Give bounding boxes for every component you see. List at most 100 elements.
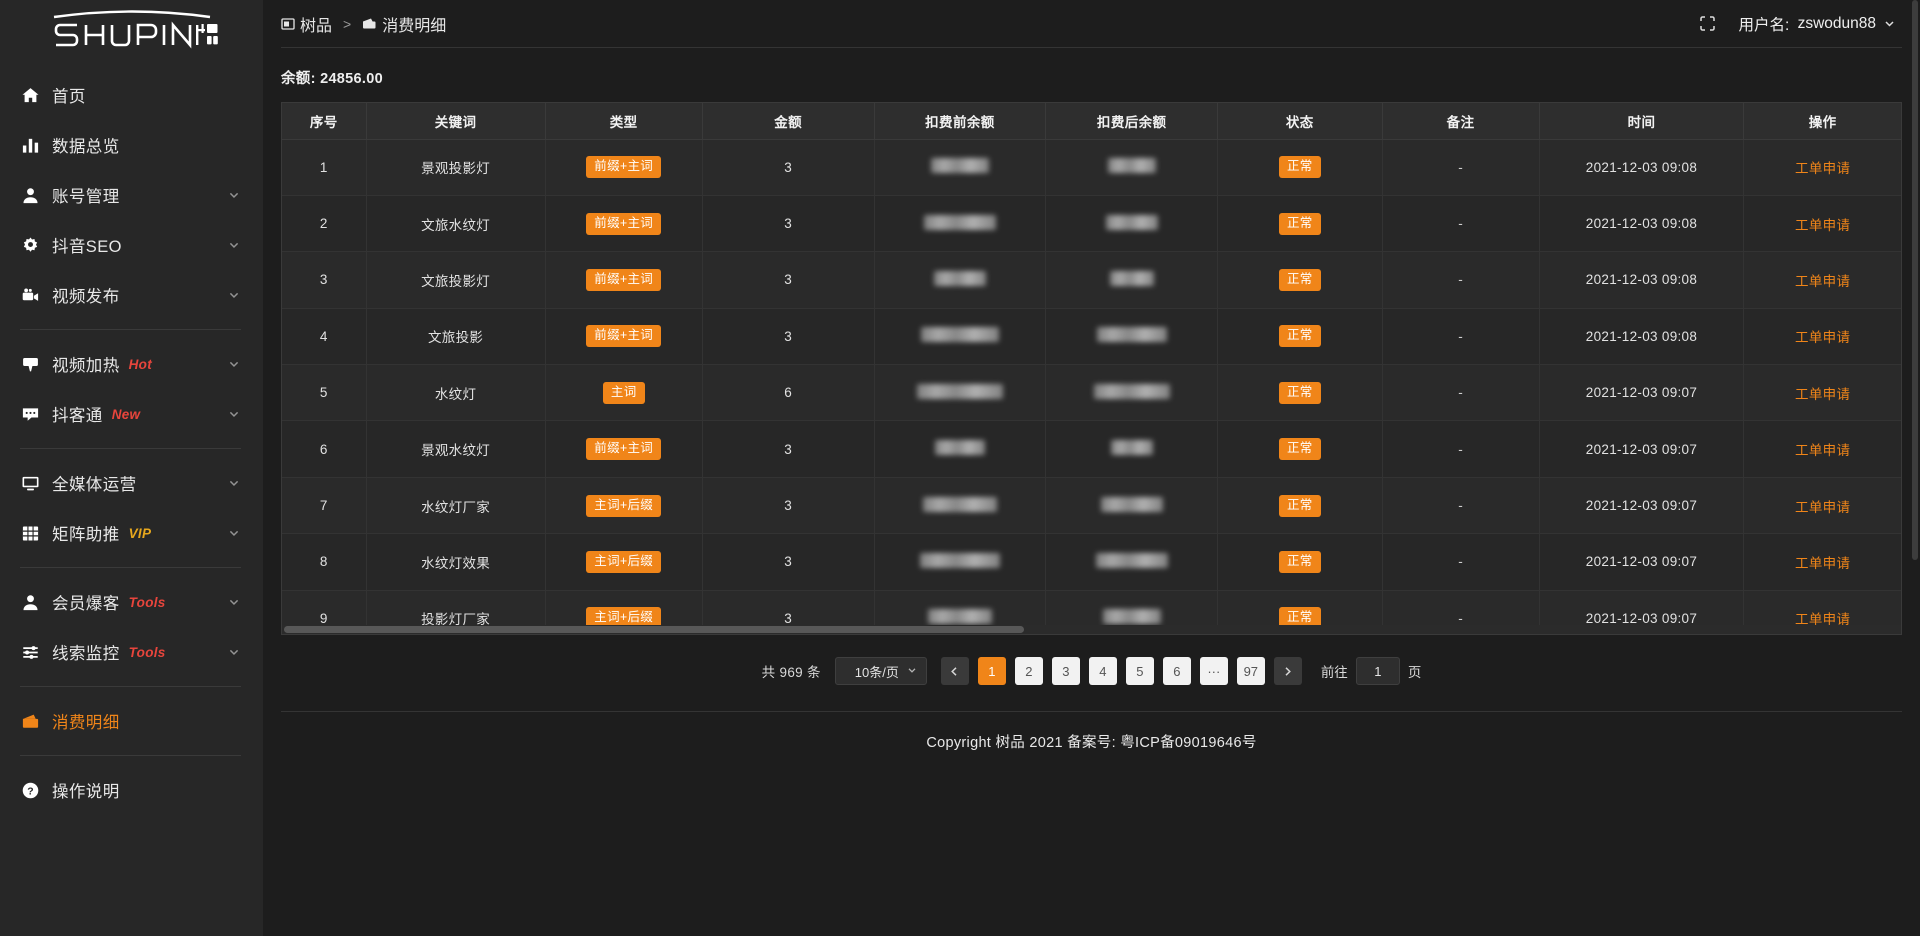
pagination-page-button[interactable]: 3 — [1051, 657, 1080, 685]
chevron-down-icon[interactable] — [227, 407, 241, 421]
cell-keyword: 文旅投影 — [366, 308, 546, 366]
chevron-down-icon[interactable] — [227, 238, 241, 252]
remark-value: - — [1458, 328, 1463, 344]
ticket-apply-link[interactable]: 工单申请 — [1795, 386, 1851, 402]
sidebar: 首页 数据总览账号管理抖音SEO 视频发布视频加热 Hot 抖客通 New 全媒体运营 矩阵助… — [0, 0, 263, 936]
cell-remark: - — [1382, 364, 1540, 422]
monitor-icon — [20, 473, 41, 494]
topbar: 树品 > 消费明细 — [263, 0, 1920, 47]
masked-value — [922, 496, 997, 512]
sidebar-item-label: 视频加热 — [52, 357, 120, 375]
cell-index: 6 — [282, 420, 367, 478]
breadcrumb-item-current[interactable]: 消费明细 — [362, 12, 446, 36]
topbar-right: 用户名: zswodun88 — [1699, 13, 1896, 35]
user-menu[interactable]: 用户名: zswodun88 — [1738, 13, 1896, 35]
ticket-apply-link[interactable]: 工单申请 — [1795, 499, 1851, 515]
sidebar-item-0[interactable]: 首页 — [0, 70, 263, 120]
cell-balance-before — [874, 251, 1047, 309]
pagination-page-button[interactable]: 6 — [1162, 657, 1191, 685]
sidebar-item-7[interactable]: 全媒体运营 — [0, 458, 263, 508]
breadcrumb-item-root[interactable]: 树品 — [281, 12, 332, 36]
pagination-jump-input[interactable] — [1355, 657, 1400, 685]
status-badge: 正常 — [1278, 212, 1321, 235]
cell-action: 工单申请 — [1743, 420, 1901, 478]
copyright-text: Copyright 树品 2021 备案号: 粤ICP备09019646号 — [926, 734, 1257, 751]
pagination-page-button[interactable]: 1 — [977, 657, 1006, 685]
cell-index: 1 — [282, 139, 367, 196]
table-row: 9 投影灯厂家 主词+后缀 3 正常 -2021-12-03 09:07 工单申请 — [282, 590, 1901, 634]
table-body: 1 景观投影灯 前缀+主词 3 正常 -2021-12-03 09:08 工单申请 2 文旅水纹… — [282, 139, 1901, 634]
chevron-down-icon[interactable] — [227, 288, 241, 302]
ticket-apply-link[interactable]: 工单申请 — [1795, 443, 1851, 459]
chevron-down-icon[interactable] — [227, 357, 241, 371]
cell-time: 2021-12-03 09:07 — [1539, 533, 1745, 591]
cell-status: 正常 — [1217, 308, 1383, 366]
shupin-logo-icon — [53, 10, 218, 49]
chevron-down-icon[interactable] — [227, 188, 241, 202]
pagination-page-button[interactable]: 4 — [1088, 657, 1117, 685]
table-scroll-thumb[interactable] — [284, 626, 1024, 633]
sidebar-item-2[interactable]: 账号管理 — [0, 170, 263, 220]
cell-keyword: 水纹灯效果 — [366, 533, 546, 591]
chat-icon — [20, 404, 41, 425]
sidebar-item-8[interactable]: 矩阵助推 VIP — [0, 508, 263, 558]
sidebar-item-label: 账号管理 — [52, 188, 120, 206]
status-badge: 正常 — [1278, 607, 1321, 630]
chevron-down-icon[interactable] — [227, 645, 241, 659]
page-scroll-thumb[interactable] — [1912, 0, 1918, 560]
sidebar-item-1[interactable]: 数据总览 — [0, 120, 263, 170]
pagination-prev-button[interactable] — [940, 657, 969, 685]
sidebar-item-badge: Tools — [128, 644, 166, 660]
ticket-apply-link[interactable]: 工单申请 — [1795, 555, 1851, 571]
masked-value — [1095, 552, 1168, 568]
table-row: 3 文旅投影灯 前缀+主词 3 正常 -2021-12-03 09:08 工单申请 — [282, 251, 1901, 309]
cell-status: 正常 — [1217, 477, 1383, 535]
fullscreen-icon[interactable] — [1699, 15, 1716, 32]
cell-remark: - — [1382, 533, 1540, 591]
sliders-icon — [20, 642, 41, 663]
cell-action: 工单申请 — [1743, 364, 1901, 422]
ticket-apply-link[interactable]: 工单申请 — [1795, 161, 1851, 177]
masked-value — [1102, 609, 1161, 625]
pagination-page-button[interactable]: 5 — [1125, 657, 1154, 685]
pagination-ellipsis[interactable]: ··· — [1199, 657, 1228, 685]
table-horizontal-scrollbar[interactable] — [282, 625, 1901, 634]
breadcrumb-root-label: 树品 — [300, 17, 333, 35]
sidebar-item-3[interactable]: 抖音SEO — [0, 220, 263, 270]
sidebar-item-12[interactable]: ? 操作说明 — [0, 765, 263, 815]
ticket-apply-link[interactable]: 工单申请 — [1795, 273, 1851, 289]
sidebar-item-9[interactable]: 会员爆客 Tools — [0, 577, 263, 627]
cell-type: 主词+后缀 — [545, 477, 703, 535]
pagination-page-button[interactable]: 97 — [1236, 657, 1265, 685]
pagination-next-button[interactable] — [1273, 657, 1302, 685]
masked-value — [1093, 383, 1170, 399]
status-badge: 正常 — [1278, 550, 1321, 573]
ticket-apply-link[interactable]: 工单申请 — [1795, 330, 1851, 346]
cell-index: 8 — [282, 533, 367, 591]
page-size-select[interactable]: 10条/页 — [834, 657, 927, 685]
cell-balance-after — [1045, 364, 1219, 422]
sidebar-item-4[interactable]: 视频发布 — [0, 270, 263, 320]
status-badge: 正常 — [1278, 156, 1321, 179]
brand-logo[interactable] — [0, 0, 263, 58]
sidebar-item-badge: New — [111, 406, 141, 422]
ticket-apply-link[interactable]: 工单申请 — [1795, 217, 1851, 233]
status-badge: 正常 — [1278, 325, 1321, 348]
sidebar-item-5[interactable]: 视频加热 Hot — [0, 339, 263, 389]
cell-time: 2021-12-03 09:08 — [1539, 139, 1745, 196]
chevron-down-icon[interactable] — [227, 595, 241, 609]
ticket-apply-link[interactable]: 工单申请 — [1795, 612, 1851, 628]
pagination-page-button[interactable]: 2 — [1014, 657, 1043, 685]
sidebar-item-10[interactable]: 线索监控 Tools — [0, 627, 263, 677]
status-badge: 正常 — [1278, 381, 1321, 404]
sidebar-item-11[interactable]: 消费明细 — [0, 696, 263, 746]
chevron-down-icon[interactable] — [227, 476, 241, 490]
table-row: 2 文旅水纹灯 前缀+主词 3 正常 - 2021-12-03 09:08 工单申请 — [282, 195, 1901, 253]
chevron-down-icon[interactable] — [227, 526, 241, 540]
page-scrollbar[interactable] — [1910, 0, 1920, 936]
remark-value: - — [1458, 385, 1463, 401]
table-row: 1 景观投影灯 前缀+主词 3 正常 - 2021-12-03 09:08 工单申请 — [282, 139, 1901, 196]
chevron-down-icon — [1883, 17, 1896, 30]
sidebar-item-6[interactable]: 抖客通 New — [0, 389, 263, 439]
cell-index: 2 — [282, 195, 367, 253]
